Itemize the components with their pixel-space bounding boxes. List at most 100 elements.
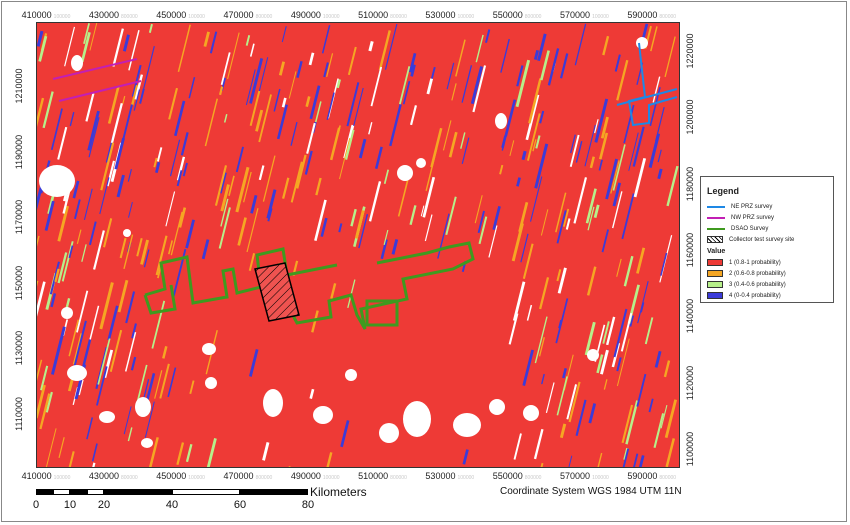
raster-streak bbox=[345, 129, 355, 160]
raster-streak bbox=[573, 177, 588, 224]
map-legend: Legend NE PRZ survey NW PRZ survey DSAO Su… bbox=[700, 176, 834, 303]
raster-streak bbox=[78, 379, 84, 396]
raster-streak bbox=[204, 98, 219, 147]
raster-streak bbox=[540, 50, 550, 81]
raster-streak bbox=[314, 199, 327, 241]
legend-value-swatch bbox=[707, 292, 723, 299]
raster-streak bbox=[167, 367, 177, 398]
raster-streak bbox=[570, 134, 576, 154]
raster-streak bbox=[76, 290, 89, 333]
raster-streak bbox=[288, 71, 297, 99]
raster-streak bbox=[568, 455, 573, 467]
axis-tick-label: 570000 100000 bbox=[560, 471, 609, 481]
raster-streak bbox=[622, 448, 630, 467]
raster-streak bbox=[587, 206, 595, 231]
raster-streak bbox=[648, 398, 654, 413]
raster-streak bbox=[133, 89, 141, 111]
scale-bar-label: 40 bbox=[165, 499, 179, 511]
raster-streak bbox=[652, 76, 661, 103]
axis-tick-label: 450000 100000 bbox=[156, 471, 205, 481]
faint-tick-label: 100000 bbox=[322, 14, 340, 20]
raster-streak bbox=[383, 229, 389, 246]
axis-tick-label: 1190000 bbox=[14, 134, 24, 169]
faint-tick-label: 800000 bbox=[524, 475, 542, 481]
raster-streak bbox=[131, 84, 139, 106]
raster-streak bbox=[218, 86, 224, 96]
raster-streak bbox=[336, 79, 341, 89]
raster-streak bbox=[461, 137, 470, 164]
axis-tick-label: 550000 800000 bbox=[492, 471, 542, 481]
faint-tick-label: 100000 bbox=[592, 475, 609, 481]
raster-streak bbox=[74, 199, 81, 220]
raster-streak bbox=[664, 36, 676, 78]
raster-streak bbox=[54, 268, 60, 283]
legend-item: Collector test survey site bbox=[707, 234, 827, 245]
axis-tick-label: 510000 800000 bbox=[358, 10, 407, 20]
legend-item: NW PRZ survey bbox=[707, 212, 827, 223]
raster-streak bbox=[538, 277, 550, 310]
raster-streak bbox=[72, 180, 80, 199]
nodata-patch bbox=[67, 365, 87, 381]
raster-streak bbox=[528, 78, 542, 124]
raster-streak bbox=[478, 216, 488, 245]
raster-streak bbox=[168, 87, 178, 120]
raster-streak bbox=[555, 192, 567, 233]
raster-streak bbox=[122, 95, 126, 105]
raster-streak bbox=[128, 201, 133, 218]
axis-tick-label: 1150000 bbox=[14, 265, 24, 300]
axis-tick-label: 590000 800000 bbox=[627, 10, 677, 20]
raster-streak bbox=[633, 453, 639, 467]
nodata-patch bbox=[205, 377, 217, 389]
raster-streak bbox=[185, 443, 193, 463]
raster-streak bbox=[86, 417, 94, 440]
raster-streak bbox=[598, 132, 609, 160]
raster-streak bbox=[556, 376, 568, 416]
legend-swatch bbox=[707, 205, 725, 208]
raster-streak bbox=[610, 160, 620, 194]
faint-tick-label: 100000 bbox=[592, 14, 609, 20]
raster-streak bbox=[612, 182, 622, 207]
raster-streak bbox=[636, 247, 646, 274]
raster-streak bbox=[353, 87, 364, 127]
raster-streak bbox=[621, 193, 635, 240]
raster-streak bbox=[37, 30, 44, 47]
raster-streak bbox=[368, 41, 374, 52]
raster-streak bbox=[106, 160, 115, 187]
raster-streak bbox=[340, 420, 350, 448]
raster-streak bbox=[515, 59, 531, 108]
raster-streak bbox=[648, 133, 661, 168]
raster-streak bbox=[614, 54, 621, 72]
raster-streak bbox=[116, 174, 125, 198]
raster-streak bbox=[309, 85, 321, 120]
raster-streak bbox=[596, 354, 604, 374]
ne-prz-survey-outline bbox=[616, 42, 678, 127]
raster-streak bbox=[384, 23, 398, 70]
raster-streak bbox=[424, 214, 433, 242]
faint-tick-label: 800000 bbox=[120, 14, 138, 20]
raster-streak bbox=[76, 229, 82, 245]
scale-bar-segment bbox=[240, 489, 308, 495]
raster-streak bbox=[50, 108, 63, 151]
raster-streak bbox=[131, 323, 137, 339]
nodata-patch bbox=[61, 307, 73, 319]
raster-streak bbox=[368, 122, 373, 135]
axis-tick-label: 450000 100000 bbox=[156, 10, 205, 20]
legend-value-title: Value bbox=[707, 248, 726, 255]
raster-streak bbox=[621, 404, 634, 444]
raster-streak bbox=[123, 234, 134, 270]
raster-streak bbox=[632, 126, 645, 167]
nodata-patch bbox=[123, 229, 131, 237]
raster-streak bbox=[522, 243, 534, 280]
probability-raster-map[interactable] bbox=[36, 22, 680, 468]
raster-streak bbox=[100, 142, 115, 191]
raster-streak bbox=[338, 223, 343, 233]
raster-streak bbox=[598, 159, 603, 171]
raster-streak bbox=[320, 217, 328, 237]
raster-streak bbox=[119, 237, 127, 259]
raster-streak bbox=[605, 316, 616, 346]
scale-bar-segment bbox=[70, 489, 87, 495]
legend-label: NW PRZ survey bbox=[731, 214, 775, 221]
raster-streak bbox=[500, 38, 510, 73]
axis-tick-label: 530000 100000 bbox=[425, 10, 475, 20]
raster-streak bbox=[532, 139, 537, 152]
